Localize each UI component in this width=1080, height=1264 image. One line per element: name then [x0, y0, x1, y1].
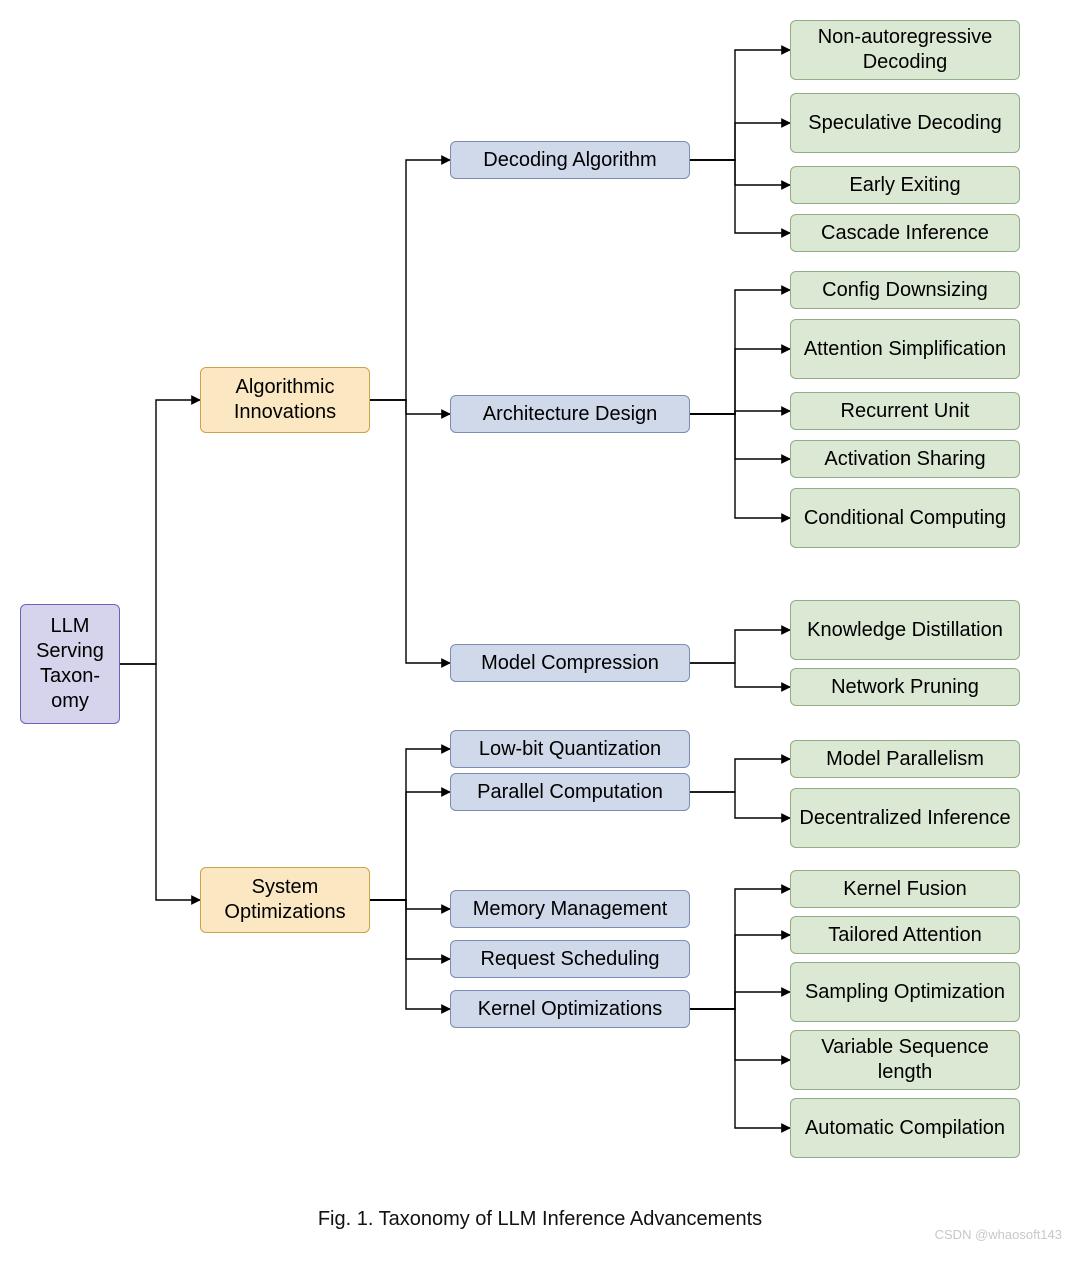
- node-prune: Network Pruning: [790, 668, 1020, 706]
- node-par: Parallel Computation: [450, 773, 690, 811]
- diagram-canvas: LLM Serving Taxon-omy Algorithmic Innovat…: [0, 0, 1080, 1264]
- edge-arch-rec: [690, 411, 790, 414]
- edge-comp-prune: [690, 663, 790, 687]
- edge-sys-mem: [370, 900, 450, 909]
- edge-sys-par: [370, 792, 450, 900]
- node-arch: Architecture Design: [450, 395, 690, 433]
- node-sys: System Optimizations: [200, 867, 370, 933]
- edge-arch-cond: [690, 414, 790, 518]
- node-comp: Model Compression: [450, 644, 690, 682]
- node-mp: Model Parallelism: [790, 740, 1020, 778]
- node-cond: Conditional Computing: [790, 488, 1020, 548]
- node-mem: Memory Management: [450, 890, 690, 928]
- node-req: Request Scheduling: [450, 940, 690, 978]
- edge-root-sys: [120, 664, 200, 900]
- edge-alg-dec: [370, 160, 450, 400]
- edge-sys-kern: [370, 900, 450, 1009]
- edge-dec-spec: [690, 123, 790, 160]
- edge-par-mp: [690, 759, 790, 792]
- edge-kern-acmp: [690, 1009, 790, 1128]
- node-exit: Early Exiting: [790, 166, 1020, 204]
- node-attn: Attention Simplification: [790, 319, 1020, 379]
- node-kern: Kernel Optimizations: [450, 990, 690, 1028]
- edge-dec-casc: [690, 160, 790, 233]
- node-rec: Recurrent Unit: [790, 392, 1020, 430]
- edge-sys-req: [370, 900, 450, 959]
- edge-arch-attn: [690, 349, 790, 414]
- node-cfg: Config Downsizing: [790, 271, 1020, 309]
- node-kd: Knowledge Distillation: [790, 600, 1020, 660]
- edge-comp-kd: [690, 630, 790, 663]
- node-alg: Algorithmic Innovations: [200, 367, 370, 433]
- node-root: LLM Serving Taxon-omy: [20, 604, 120, 724]
- edge-kern-kfuse: [690, 889, 790, 1009]
- edge-arch-cfg: [690, 290, 790, 414]
- figure-caption: Fig. 1. Taxonomy of LLM Inference Advanc…: [0, 1208, 1080, 1231]
- edge-arch-act: [690, 414, 790, 459]
- node-quant: Low-bit Quantization: [450, 730, 690, 768]
- node-nar: Non-autoregressive Decoding: [790, 20, 1020, 80]
- node-tatt: Tailored Attention: [790, 916, 1020, 954]
- node-casc: Cascade Inference: [790, 214, 1020, 252]
- edge-par-dinf: [690, 792, 790, 818]
- node-act: Activation Sharing: [790, 440, 1020, 478]
- node-dec: Decoding Algorithm: [450, 141, 690, 179]
- node-spec: Speculative Decoding: [790, 93, 1020, 153]
- edge-kern-vseq: [690, 1009, 790, 1060]
- node-vseq: Variable Sequence length: [790, 1030, 1020, 1090]
- edge-kern-tatt: [690, 935, 790, 1009]
- edge-dec-nar: [690, 50, 790, 160]
- watermark-text: CSDN @whaosoft143: [935, 1227, 1062, 1242]
- node-kfuse: Kernel Fusion: [790, 870, 1020, 908]
- edge-dec-exit: [690, 160, 790, 185]
- node-samp: Sampling Optimization: [790, 962, 1020, 1022]
- node-acmp: Automatic Compilation: [790, 1098, 1020, 1158]
- edge-sys-quant: [370, 749, 450, 900]
- edge-alg-comp: [370, 400, 450, 663]
- edge-root-alg: [120, 400, 200, 664]
- edge-kern-samp: [690, 992, 790, 1009]
- node-dinf: Decentralized Inference: [790, 788, 1020, 848]
- edge-alg-arch: [370, 400, 450, 414]
